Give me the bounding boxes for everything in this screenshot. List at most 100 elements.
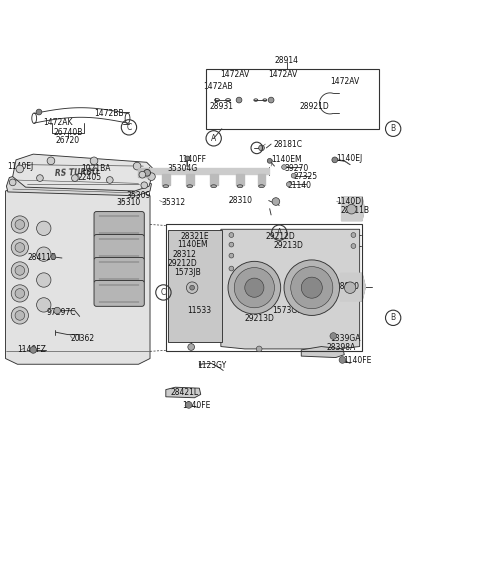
Circle shape [36, 221, 51, 236]
Text: 28911B: 28911B [340, 206, 370, 215]
Circle shape [188, 343, 194, 350]
Text: 1140DJ: 1140DJ [336, 197, 363, 206]
Bar [166, 224, 362, 352]
Circle shape [351, 244, 356, 248]
Polygon shape [340, 273, 365, 301]
Text: 1573GK: 1573GK [273, 306, 303, 315]
Circle shape [267, 159, 272, 163]
Text: 28310: 28310 [228, 196, 252, 205]
Text: 22405: 22405 [77, 173, 101, 182]
Circle shape [144, 170, 151, 176]
Text: 21140: 21140 [288, 181, 312, 189]
Circle shape [185, 402, 192, 408]
Text: 35310: 35310 [117, 198, 141, 208]
Text: 28321E: 28321E [180, 232, 209, 241]
Circle shape [15, 289, 24, 298]
Circle shape [30, 346, 36, 353]
Text: 1472AV: 1472AV [221, 70, 250, 79]
Circle shape [36, 175, 43, 181]
Text: 1140FE: 1140FE [343, 356, 371, 366]
Text: 27325: 27325 [294, 172, 318, 181]
Polygon shape [341, 196, 364, 221]
Circle shape [11, 262, 28, 279]
Text: C: C [126, 123, 132, 132]
Text: 28411B: 28411B [27, 254, 56, 262]
Text: 28421L: 28421L [170, 388, 199, 398]
Circle shape [11, 216, 28, 233]
Circle shape [36, 298, 51, 312]
Text: 11533: 11533 [187, 306, 212, 315]
Circle shape [229, 242, 234, 247]
Text: 1472AV: 1472AV [268, 70, 298, 79]
Ellipse shape [237, 185, 243, 188]
Circle shape [330, 333, 336, 339]
Polygon shape [236, 174, 244, 185]
FancyBboxPatch shape [94, 258, 144, 283]
Polygon shape [149, 167, 269, 174]
Circle shape [139, 171, 146, 178]
Bar [206, 69, 379, 129]
Text: RS TURBO: RS TURBO [54, 167, 98, 178]
Text: B: B [391, 124, 396, 134]
Circle shape [245, 278, 264, 297]
Text: A: A [276, 228, 282, 237]
Polygon shape [221, 229, 360, 349]
Text: 28398A: 28398A [326, 343, 355, 353]
Circle shape [259, 145, 264, 151]
Text: C: C [161, 288, 166, 297]
Text: 1472BB: 1472BB [95, 109, 124, 118]
Circle shape [229, 266, 234, 271]
Text: 29213D: 29213D [274, 241, 303, 250]
Text: 29213D: 29213D [245, 314, 275, 324]
Circle shape [90, 157, 98, 164]
Ellipse shape [259, 185, 264, 188]
Polygon shape [258, 174, 265, 185]
Circle shape [236, 97, 242, 103]
Text: 1140EM: 1140EM [177, 240, 207, 249]
Text: 28312: 28312 [173, 250, 197, 259]
Text: 39270: 39270 [284, 164, 308, 173]
Circle shape [301, 277, 323, 298]
Circle shape [51, 255, 56, 259]
Circle shape [47, 157, 55, 164]
Polygon shape [6, 174, 152, 196]
FancyBboxPatch shape [94, 212, 144, 237]
Text: 1123GY: 1123GY [197, 361, 226, 370]
Circle shape [54, 307, 60, 314]
Circle shape [11, 239, 28, 256]
Text: 1140EJ: 1140EJ [336, 154, 362, 163]
Circle shape [272, 198, 280, 205]
Text: 1339GA: 1339GA [330, 334, 360, 343]
Circle shape [351, 233, 356, 237]
Circle shape [15, 266, 24, 275]
Polygon shape [162, 174, 169, 185]
Circle shape [107, 177, 113, 183]
Text: 28181C: 28181C [274, 139, 302, 149]
Text: 1472AK: 1472AK [43, 118, 72, 127]
Text: 28914: 28914 [275, 56, 299, 65]
Polygon shape [301, 346, 344, 357]
Circle shape [15, 311, 24, 320]
Text: 35304G: 35304G [167, 163, 197, 173]
FancyBboxPatch shape [94, 234, 144, 261]
Circle shape [185, 156, 190, 161]
Polygon shape [168, 230, 222, 342]
Circle shape [339, 357, 346, 363]
Circle shape [347, 205, 356, 214]
Text: 1140FF: 1140FF [178, 156, 206, 164]
Text: 1021BA: 1021BA [81, 163, 110, 173]
Circle shape [36, 247, 51, 261]
Text: 28910: 28910 [336, 282, 360, 292]
Circle shape [16, 165, 24, 173]
Circle shape [291, 173, 296, 178]
Text: 28921D: 28921D [300, 102, 330, 111]
Circle shape [229, 253, 234, 258]
Text: 97297C: 97297C [46, 308, 76, 317]
Text: 1140EM: 1140EM [271, 156, 302, 164]
Polygon shape [186, 174, 193, 185]
Text: 1140FZ: 1140FZ [17, 345, 47, 354]
Polygon shape [12, 154, 154, 191]
Ellipse shape [211, 185, 216, 188]
Text: 35309: 35309 [126, 191, 150, 201]
Circle shape [256, 346, 262, 352]
